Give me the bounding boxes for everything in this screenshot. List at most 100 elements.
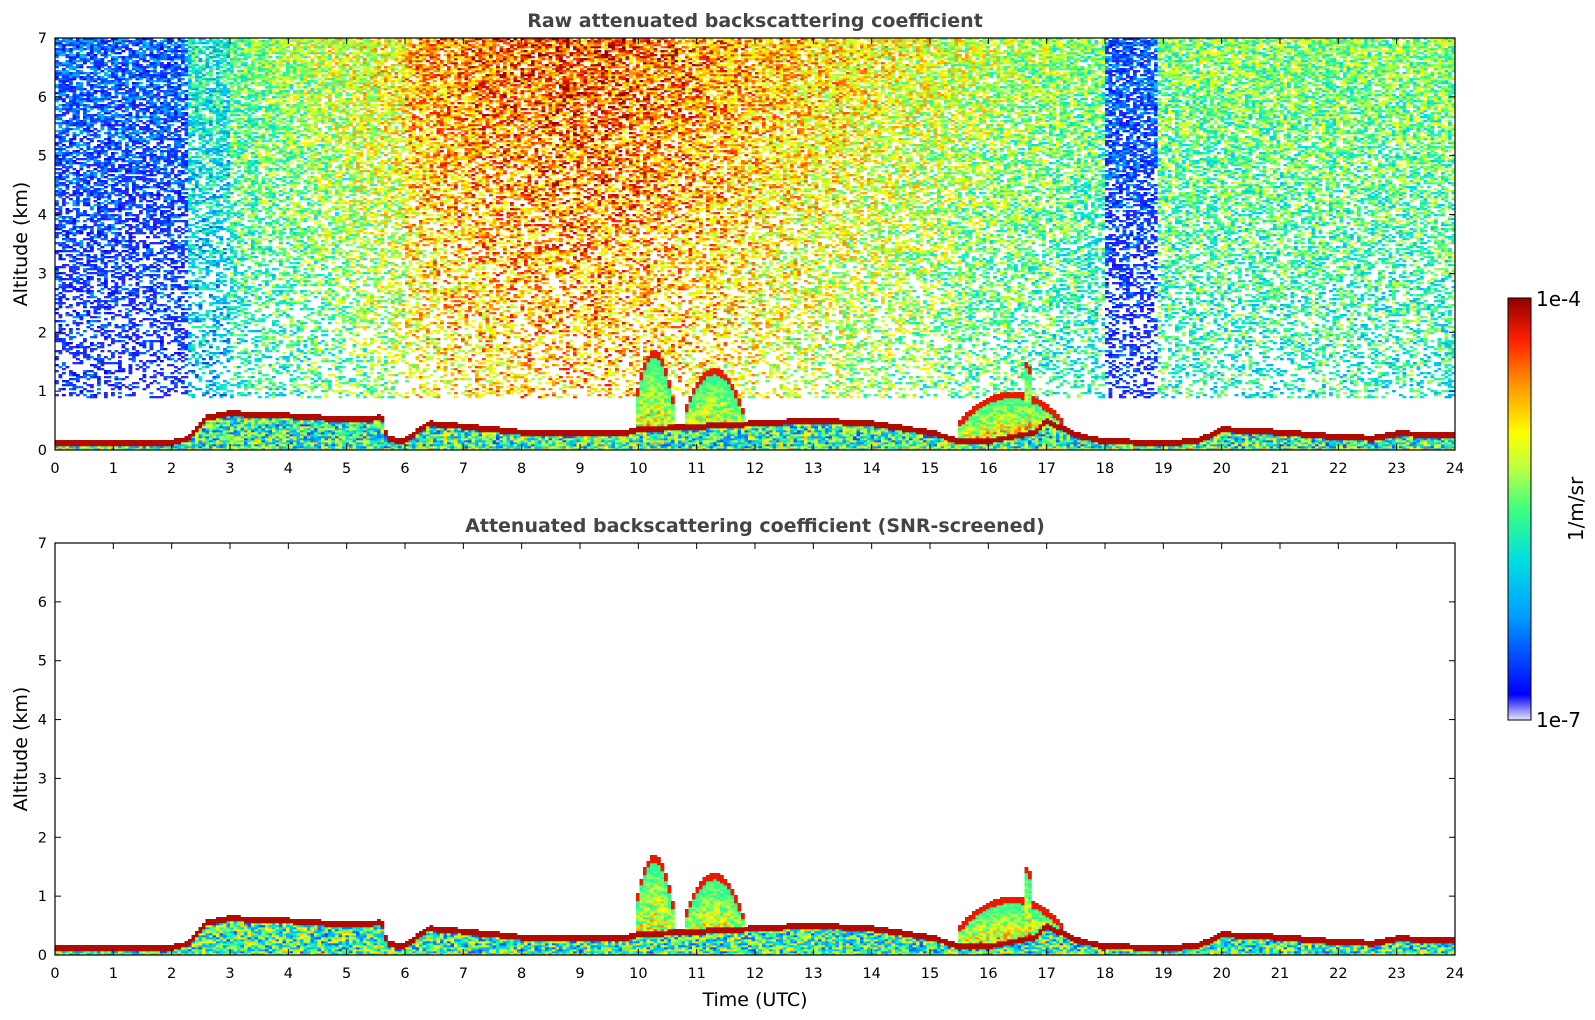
heatmap-cell — [62, 258, 66, 260]
heatmap-cell — [69, 246, 73, 248]
heatmap-cell — [73, 88, 77, 90]
heatmap-cell — [62, 266, 66, 268]
heatmap-cell — [73, 266, 77, 268]
heatmap-cell — [69, 314, 73, 316]
heatmap-cell — [76, 272, 80, 274]
heatmap-cell — [69, 348, 73, 350]
heatmap-cell — [80, 212, 84, 214]
heatmap-cell — [59, 140, 63, 142]
heatmap-cell — [80, 174, 84, 176]
heatmap-cell — [66, 48, 70, 50]
heatmap-cell — [73, 442, 77, 444]
heatmap-cell — [69, 240, 73, 242]
heatmap-cell — [76, 180, 80, 182]
heatmap-cell — [73, 132, 77, 134]
heatmap-cell — [59, 442, 63, 444]
heatmap-cell — [62, 338, 66, 340]
heatmap-cell — [66, 202, 70, 204]
heatmap-cell — [80, 352, 84, 354]
heatmap-cell — [62, 128, 66, 130]
heatmap-cell — [62, 340, 66, 342]
heatmap-cell — [66, 40, 70, 42]
heatmap-cell — [59, 104, 63, 106]
heatmap-cell — [59, 276, 63, 278]
heatmap-cell — [80, 346, 84, 348]
heatmap-cell — [80, 252, 84, 254]
heatmap-cell — [73, 352, 77, 354]
heatmap-cell — [73, 244, 77, 246]
heatmap-cell — [59, 42, 63, 44]
heatmap-cell — [73, 346, 77, 348]
heatmap-cell — [62, 302, 66, 304]
heatmap-cell — [59, 98, 63, 100]
heatmap-cell — [59, 326, 63, 328]
heatmap-cell — [59, 300, 63, 302]
heatmap-cell — [66, 446, 70, 448]
heatmap-cell — [62, 278, 66, 280]
heatmap-cell — [69, 182, 73, 184]
heatmap-cell — [66, 382, 70, 384]
heatmap-cell — [69, 54, 73, 56]
heatmap-cell — [73, 202, 77, 204]
heatmap-cell — [80, 228, 84, 230]
heatmap-cell — [59, 136, 63, 138]
heatmap-cell — [73, 182, 77, 184]
heatmap-cell — [73, 268, 77, 270]
heatmap-cell — [62, 114, 66, 116]
heatmap-cell — [62, 190, 66, 192]
heatmap-cell — [76, 144, 80, 146]
heatmap-cell — [73, 336, 77, 338]
heatmap-cell — [62, 88, 66, 90]
heatmap-cell — [62, 364, 66, 366]
heatmap-cell — [76, 322, 80, 324]
heatmap-cell — [66, 180, 70, 182]
heatmap-cell — [73, 178, 77, 180]
heatmap-cell — [66, 344, 70, 346]
heatmap-cell — [69, 444, 73, 446]
heatmap-cell — [73, 240, 77, 242]
heatmap-cell — [76, 282, 80, 284]
heatmap-cell — [66, 126, 70, 128]
heatmap-cell — [76, 214, 80, 216]
heatmap-cell — [66, 102, 70, 104]
heatmap-cell — [59, 224, 63, 226]
heatmap-cell — [69, 160, 73, 162]
heatmap-cell — [69, 48, 73, 50]
heatmap-cell — [80, 254, 84, 256]
heatmap-cell — [76, 440, 80, 442]
heatmap-cell — [73, 150, 77, 152]
heatmap-cell — [76, 162, 80, 164]
heatmap-cell — [59, 250, 63, 252]
heatmap-cell — [69, 124, 73, 126]
heatmap-cell — [73, 92, 77, 94]
heatmap-cell — [69, 146, 73, 148]
heatmap-cell — [59, 164, 63, 166]
heatmap-cell — [76, 120, 80, 122]
heatmap-cell — [62, 446, 66, 448]
heatmap-cell — [76, 54, 80, 56]
heatmap-cell — [59, 228, 63, 230]
heatmap-cell — [73, 256, 77, 258]
heatmap-cell — [73, 310, 77, 312]
heatmap-cell — [69, 198, 73, 200]
heatmap-cell — [66, 78, 70, 80]
heatmap-cell — [73, 298, 77, 300]
heatmap-cell — [73, 288, 77, 290]
heatmap-cell — [62, 132, 66, 134]
heatmap-cell — [69, 128, 73, 130]
heatmap-cell — [76, 444, 80, 446]
heatmap-cell — [59, 316, 63, 318]
heatmap-cell — [62, 248, 66, 250]
heatmap-cell — [62, 178, 66, 180]
heatmap-cell — [76, 258, 80, 260]
heatmap-cell — [80, 158, 84, 160]
heatmap-cell — [69, 142, 73, 144]
heatmap-cell — [59, 324, 63, 326]
heatmap-cell — [66, 244, 70, 246]
heatmap-cell — [76, 376, 80, 378]
heatmap-cell — [76, 110, 80, 112]
heatmap-cell — [62, 238, 66, 240]
heatmap-cell — [73, 238, 77, 240]
heatmap-cell — [62, 384, 66, 386]
heatmap-cell — [66, 96, 70, 98]
